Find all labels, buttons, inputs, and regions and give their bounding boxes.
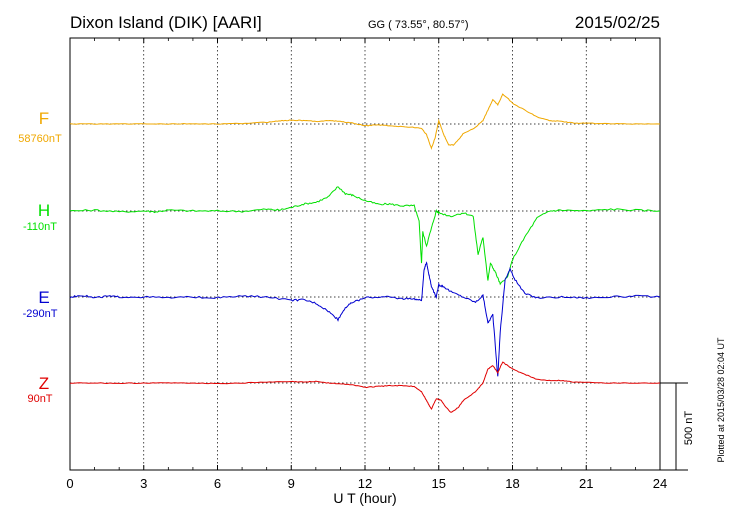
station-title: Dixon Island (DIK) [AARI] <box>70 13 262 32</box>
plotted-at-note: Plotted at 2015/03/28 02:04 UT <box>716 337 726 463</box>
x-tick-label: 12 <box>358 476 372 491</box>
series-line-F <box>69 93 661 151</box>
scale-bar: 500 nT <box>660 382 695 471</box>
series-line-H <box>69 186 661 286</box>
series-baseline-Z: 90nT <box>27 393 52 405</box>
series-name-Z: Z <box>39 374 49 393</box>
series-line-Z <box>70 361 661 413</box>
x-tick-label: 0 <box>66 476 73 491</box>
x-tick-label: 21 <box>579 476 593 491</box>
x-tick-label: 18 <box>505 476 519 491</box>
x-tick-label: 24 <box>653 476 667 491</box>
x-tick-label: 3 <box>140 476 147 491</box>
scale-bar-label: 500 nT <box>683 411 695 446</box>
series-name-H: H <box>38 201 50 220</box>
x-axis-label: U T (hour) <box>333 490 396 506</box>
x-tick-label: 6 <box>214 476 221 491</box>
x-ticks: 0 3 6 9 12 15 18 21 24 <box>66 38 667 491</box>
series-group <box>69 93 661 413</box>
grid-lines <box>70 38 660 470</box>
x-tick-label: 15 <box>432 476 446 491</box>
geo-coords: GG ( 73.55°, 80.57°) <box>368 19 469 31</box>
series-name-E: E <box>38 288 49 307</box>
series-line-E <box>69 261 661 377</box>
series-name-F: F <box>39 109 49 128</box>
series-baseline-E: -290nT <box>23 308 58 320</box>
x-tick-label: 9 <box>288 476 295 491</box>
series-baseline-H: -110nT <box>23 221 57 233</box>
plot-date: 2015/02/25 <box>575 13 660 32</box>
series-baseline-F: 58760nT <box>18 133 62 145</box>
